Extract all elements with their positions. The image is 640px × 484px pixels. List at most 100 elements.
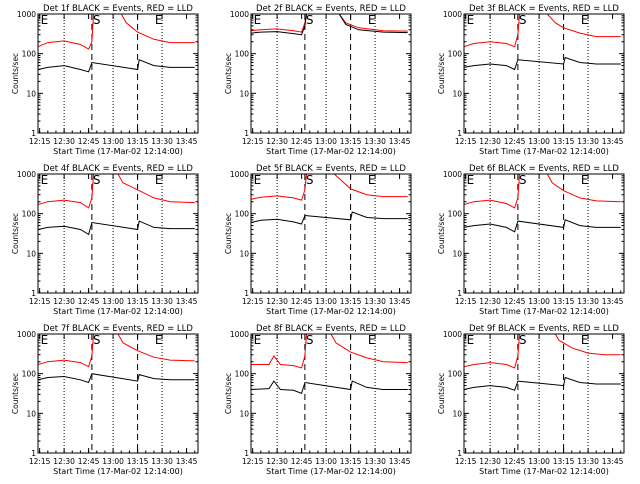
- marker-label-s: S: [93, 13, 101, 27]
- plot-frame: [463, 13, 625, 134]
- y-axis-label: Counts/sec: [224, 213, 233, 254]
- x-tick-label: 12:15: [455, 297, 477, 306]
- x-tick-label: 12:15: [455, 137, 477, 146]
- y-tick-label: 100: [448, 50, 463, 59]
- marker-label-e: E: [368, 333, 376, 347]
- x-tick-label: 13:15: [553, 297, 575, 306]
- x-tick-label: 13:45: [176, 137, 198, 146]
- x-tick-label: 13:00: [528, 297, 550, 306]
- x-tick-label: 13:15: [127, 137, 149, 146]
- x-tick-label: 12:30: [266, 137, 288, 146]
- x-tick-label: 13:45: [389, 457, 411, 466]
- x-tick-label: 12:45: [504, 137, 526, 146]
- marker-label-e: E: [155, 173, 163, 187]
- x-tick-label: 12:45: [78, 457, 100, 466]
- y-tick-label: 1: [31, 449, 36, 458]
- y-tick-label: 1000: [230, 170, 249, 179]
- marker-label-e: E: [41, 13, 49, 27]
- x-tick-label: 13:45: [389, 297, 411, 306]
- series-line-lld: [38, 334, 195, 368]
- y-axis-label: Counts/sec: [437, 373, 446, 414]
- marker-label-e: E: [467, 13, 475, 27]
- x-tick-label: 12:30: [266, 457, 288, 466]
- y-axis-label: Counts/sec: [224, 373, 233, 414]
- y-axis-label: Counts/sec: [437, 53, 446, 94]
- y-tick-label: 10: [452, 249, 462, 258]
- x-tick-label: 12:30: [53, 137, 75, 146]
- x-axis-label: Start Time (17-Mar-02 12:14:00): [53, 147, 183, 156]
- series-line-lld: [464, 334, 621, 369]
- y-tick-label: 1: [457, 289, 462, 298]
- x-tick-label: 12:45: [291, 457, 313, 466]
- series-line-events: [38, 220, 195, 236]
- marker-label-e: E: [368, 13, 376, 27]
- marker-label-s: S: [93, 173, 101, 187]
- y-tick-label: 1: [244, 129, 249, 138]
- x-tick-label: 12:15: [242, 137, 264, 146]
- x-tick-label: 13:30: [577, 297, 599, 306]
- plot-frame: [37, 333, 199, 454]
- marker-label-e: E: [254, 173, 262, 187]
- y-axis-label: Counts/sec: [224, 53, 233, 94]
- chart-title: Det 2f BLACK = Events, RED = LLD: [256, 4, 406, 14]
- x-tick-label: 13:30: [577, 457, 599, 466]
- y-tick-label: 10: [26, 89, 36, 98]
- x-tick-label: 12:30: [266, 297, 288, 306]
- series-line-events: [251, 14, 408, 36]
- x-tick-label: 13:00: [315, 297, 337, 306]
- x-tick-label: 12:30: [479, 457, 501, 466]
- y-tick-label: 10: [239, 409, 249, 418]
- x-tick-label: 13:30: [364, 137, 386, 146]
- chart-title: Det 6f BLACK = Events, RED = LLD: [469, 164, 619, 174]
- x-tick-label: 12:15: [242, 297, 264, 306]
- plot-frame: [463, 333, 625, 454]
- marker-label-s: S: [306, 173, 314, 187]
- y-tick-label: 1000: [443, 10, 462, 19]
- plot-frame: [37, 13, 199, 134]
- x-tick-label: 13:30: [151, 297, 173, 306]
- marker-label-e: E: [254, 13, 262, 27]
- x-tick-label: 12:15: [29, 297, 51, 306]
- series-line-events: [251, 380, 408, 394]
- chart-title: Det 3f BLACK = Events, RED = LLD: [469, 4, 619, 14]
- plot-frame: [250, 333, 412, 454]
- y-tick-label: 10: [452, 409, 462, 418]
- x-axis-label: Start Time (17-Mar-02 12:14:00): [479, 307, 609, 316]
- marker-label-e: E: [467, 333, 475, 347]
- chart-title: Det 5f BLACK = Events, RED = LLD: [256, 164, 406, 174]
- marker-label-e: E: [581, 13, 589, 27]
- y-tick-label: 10: [26, 249, 36, 258]
- y-tick-label: 1: [31, 129, 36, 138]
- y-tick-label: 10: [239, 89, 249, 98]
- marker-label-e: E: [41, 173, 49, 187]
- y-axis-label: Counts/sec: [11, 213, 20, 254]
- y-axis-label: Counts/sec: [11, 373, 20, 414]
- x-tick-label: 12:30: [53, 297, 75, 306]
- marker-label-s: S: [519, 333, 527, 347]
- y-tick-label: 1: [31, 289, 36, 298]
- marker-label-e: E: [155, 13, 163, 27]
- chart-title: Det 4f BLACK = Events, RED = LLD: [43, 164, 193, 174]
- series-line-lld: [464, 174, 621, 209]
- x-axis-label: Start Time (17-Mar-02 12:14:00): [266, 307, 396, 316]
- plot-frame: [37, 173, 199, 294]
- series-line-lld: [251, 14, 408, 33]
- x-tick-label: 12:45: [78, 297, 100, 306]
- x-tick-label: 12:30: [479, 297, 501, 306]
- x-tick-label: 12:15: [29, 137, 51, 146]
- series-line-events: [464, 219, 621, 233]
- y-tick-label: 100: [448, 370, 463, 379]
- x-tick-label: 12:30: [479, 137, 501, 146]
- x-tick-label: 12:45: [504, 457, 526, 466]
- plot-frame: [463, 173, 625, 294]
- x-tick-label: 13:00: [102, 297, 124, 306]
- series-line-events: [38, 373, 195, 384]
- x-tick-label: 13:30: [151, 457, 173, 466]
- series-line-lld: [38, 174, 195, 209]
